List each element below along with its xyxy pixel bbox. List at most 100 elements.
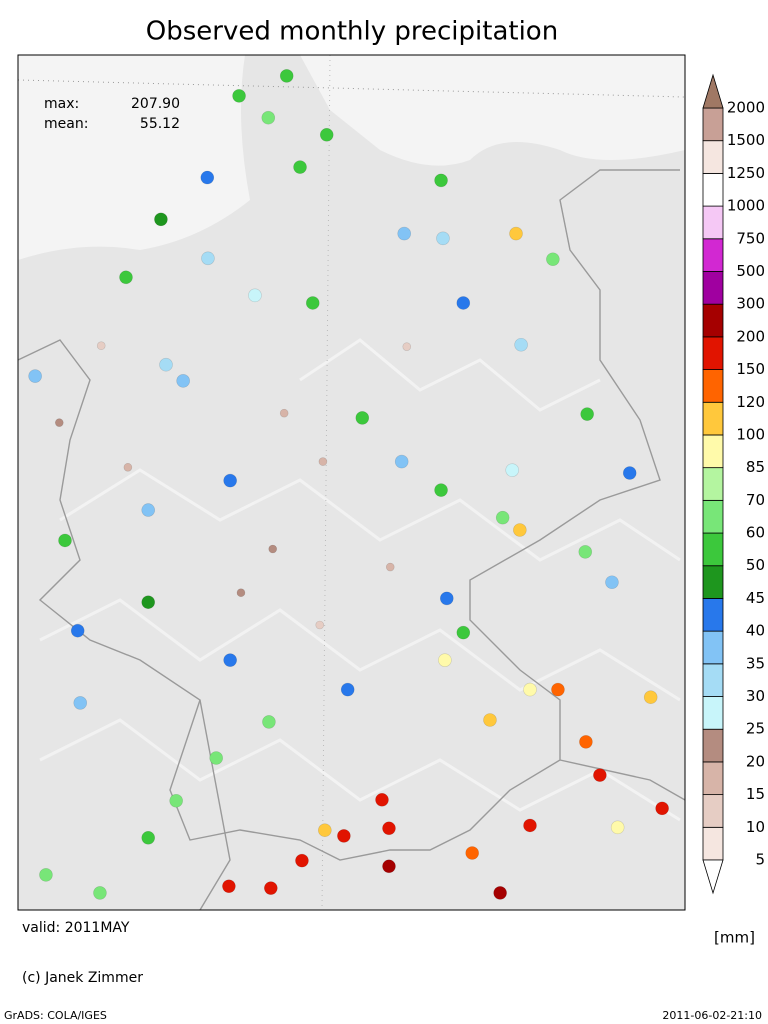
colorbar-label: 85 xyxy=(746,458,765,476)
station xyxy=(340,682,355,697)
station xyxy=(248,288,262,303)
colorbar-label: 1000 xyxy=(727,197,765,215)
station xyxy=(495,510,510,525)
copyright: (c) Janek Zimmer xyxy=(22,970,143,986)
station xyxy=(141,595,156,610)
station xyxy=(39,868,53,882)
station xyxy=(397,226,412,241)
station xyxy=(315,620,325,630)
station xyxy=(513,523,527,537)
colorbar-box xyxy=(702,761,724,796)
sea xyxy=(18,55,685,260)
colorbar-label: 50 xyxy=(746,556,765,574)
colorbar-label: 750 xyxy=(736,229,765,247)
station xyxy=(28,369,42,383)
colorbar-box xyxy=(702,598,724,632)
station xyxy=(610,820,625,835)
colorbar-label: 60 xyxy=(746,524,765,542)
colorbar-triangle-top xyxy=(702,73,724,109)
station xyxy=(465,846,479,860)
terrain xyxy=(39,338,681,822)
station xyxy=(279,408,289,418)
unit: [mm] xyxy=(714,929,755,947)
station xyxy=(319,128,334,142)
colorbar-box xyxy=(702,238,724,272)
station xyxy=(54,418,64,427)
station xyxy=(394,454,409,469)
colorbar-label: 200 xyxy=(736,327,765,345)
colorbar: 5 10 15 20 25 30 35 40 45 50 60 70 85 100 120 150 200 300… xyxy=(702,73,765,895)
station xyxy=(605,575,619,590)
station xyxy=(456,296,471,310)
colorbar-label: 20 xyxy=(746,752,765,770)
station xyxy=(305,296,320,310)
station xyxy=(159,357,173,372)
valid: valid: 2011MAY xyxy=(22,920,130,936)
colorbar-triangle-bottom xyxy=(702,859,724,895)
station xyxy=(523,682,537,697)
station xyxy=(438,653,452,667)
colorbar-box xyxy=(702,140,724,174)
station xyxy=(261,110,276,125)
borders xyxy=(17,169,686,911)
colorbar-label: 1500 xyxy=(727,131,765,149)
station xyxy=(655,801,669,816)
colorbar-box xyxy=(702,532,724,567)
colorbar-box xyxy=(702,107,724,142)
colorbar-box xyxy=(702,630,724,665)
station xyxy=(483,713,497,727)
station xyxy=(514,337,528,352)
station xyxy=(402,342,412,351)
colorbar-box xyxy=(702,728,724,763)
station xyxy=(200,170,215,185)
station xyxy=(593,768,607,782)
colorbar-box xyxy=(702,401,724,436)
station xyxy=(456,625,471,640)
station xyxy=(201,251,215,266)
colorbar-label: 30 xyxy=(746,687,765,705)
station xyxy=(355,411,370,425)
colorbar-label: 15 xyxy=(746,785,765,803)
station xyxy=(434,483,448,497)
station xyxy=(96,341,106,351)
colorbar-box xyxy=(702,172,724,207)
station xyxy=(293,160,307,174)
colorbar-label: 500 xyxy=(736,262,765,280)
station xyxy=(578,545,593,559)
station xyxy=(141,503,156,517)
colorbar-box xyxy=(702,336,724,370)
station xyxy=(268,544,278,554)
colorbar-label: 2000 xyxy=(727,99,765,117)
station xyxy=(622,466,637,480)
colorbar-label: 25 xyxy=(746,720,765,738)
station xyxy=(264,881,278,895)
footer-left: GrADS: COLA/IGES xyxy=(4,1009,107,1022)
station xyxy=(382,859,396,874)
colorbar-label: 70 xyxy=(746,491,765,509)
colorbar-label: 1250 xyxy=(727,164,765,182)
station xyxy=(580,407,594,421)
max-value: 207.90 xyxy=(131,96,180,112)
colorbar-box xyxy=(702,499,724,534)
station xyxy=(70,623,85,638)
station xyxy=(262,715,276,729)
station xyxy=(295,853,309,868)
station xyxy=(505,463,520,477)
colorbar-box xyxy=(702,369,724,403)
colorbar-label: 120 xyxy=(736,393,765,411)
station xyxy=(279,69,294,83)
colorbar-box xyxy=(702,434,724,469)
station xyxy=(123,462,133,472)
station xyxy=(375,792,389,807)
station xyxy=(223,473,237,488)
station xyxy=(141,830,156,845)
colorbar-box xyxy=(702,794,724,828)
mean-label: mean: xyxy=(44,116,88,132)
colorbar-box xyxy=(702,696,724,730)
station xyxy=(439,591,454,606)
colorbar-box xyxy=(702,303,724,338)
colorbar-box xyxy=(702,565,724,599)
station xyxy=(436,231,450,246)
station xyxy=(546,252,560,267)
